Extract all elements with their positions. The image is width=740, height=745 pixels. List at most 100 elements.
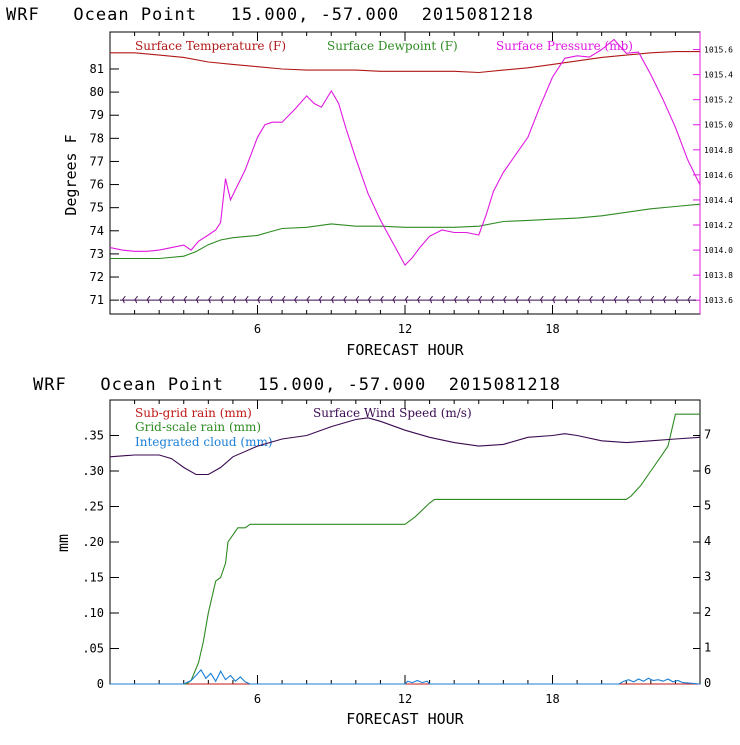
chart1-x-axis-label: FORECAST HOUR <box>346 341 464 359</box>
wind-barb-tail <box>184 299 187 304</box>
chart1-y-tick-label: 71 <box>90 293 104 307</box>
chart1-x-tick-label: 18 <box>545 322 559 336</box>
wind-barb <box>121 295 126 301</box>
chart1-y2-tick-label: 1013.6 <box>704 296 733 305</box>
wind-barb-tail <box>675 299 678 304</box>
wind-barb-tail <box>639 299 642 304</box>
chart1-y-tick-label: 80 <box>90 85 104 99</box>
wind-barb-tail <box>159 299 162 304</box>
chart1-y-tick-label: 75 <box>90 201 104 215</box>
wind-barb-tail <box>245 299 248 304</box>
chart1-y2-tick-label: 1013.8 <box>704 271 733 280</box>
wind-barb <box>638 295 642 301</box>
wind-barb-tail <box>491 299 494 304</box>
wind-barb-tail <box>393 299 396 304</box>
wind-barb-tail <box>577 299 580 304</box>
chart1-y-tick-label: 74 <box>90 224 104 238</box>
chart2-y-tick-label: .05 <box>82 642 104 656</box>
wind-barb <box>158 295 163 301</box>
wind-barb-tail <box>258 299 260 304</box>
wind-barb-tail <box>442 299 445 304</box>
chart2-y2-tick-label: 1 <box>704 641 711 655</box>
chart2-y2-tick-label: 5 <box>704 499 711 513</box>
wind-barb <box>539 295 544 301</box>
chart1-frame <box>109 31 701 315</box>
wind-barb <box>207 295 212 301</box>
wind-barb-tail <box>602 299 605 304</box>
wind-barb <box>416 295 421 301</box>
wind-barb <box>625 295 630 301</box>
chart2-y-tick-label: .30 <box>82 464 104 478</box>
wind-barb <box>613 295 618 301</box>
wind-barb-tail <box>282 299 285 304</box>
chart1-y2-tick-label: 1014.6 <box>704 171 733 180</box>
legend-surface-temperature: Surface Temperature (F) <box>135 39 286 53</box>
chart1-y2-tick-label: 1014.8 <box>704 146 733 155</box>
wind-barb <box>576 295 581 301</box>
wind-barb <box>355 295 360 301</box>
temperature-chart: WRF Ocean Point 15.000, -57.000 20150812… <box>6 5 733 359</box>
wind-barb-tail <box>319 299 322 304</box>
chart1-x-tick-label: 12 <box>398 322 412 336</box>
wind-barb-tail <box>553 299 555 304</box>
wind-barb-tail <box>147 299 150 304</box>
chart1-y2-tick-label: 1014.2 <box>704 221 733 230</box>
wind-barb <box>662 295 667 301</box>
wind-barb-tail <box>307 299 310 304</box>
wind-barb-tail <box>528 299 531 304</box>
wind-barb-tail <box>454 299 457 304</box>
chart2-title: WRF Ocean Point 15.000, -57.000 20150812… <box>33 375 561 395</box>
chart1-y2-tick-label: 1014.4 <box>704 196 733 205</box>
series-grid-scale-rain <box>110 413 700 685</box>
wind-barb <box>650 295 655 301</box>
wind-barb <box>527 295 532 301</box>
chart1-y-tick-label: 76 <box>90 178 104 192</box>
chart2-y2-tick-label: 2 <box>704 605 711 619</box>
wind-barb <box>490 295 495 301</box>
wind-barb <box>687 295 692 301</box>
chart1-y2-tick-label: 1015.4 <box>704 71 733 80</box>
wind-barb <box>392 295 397 301</box>
series-surface-pressure <box>109 38 701 267</box>
wind-barb-tail <box>380 299 383 304</box>
wind-barb-tail <box>208 299 211 304</box>
wind-barb-tail <box>626 299 629 304</box>
chart1-y-tick-label: 72 <box>90 270 104 284</box>
chart2-y2-tick-label: 0 <box>704 676 711 690</box>
chart2-y-axis-label: mm <box>54 534 72 552</box>
wind-barb-tail <box>368 299 371 304</box>
wind-barb <box>183 295 188 301</box>
wind-barb <box>502 295 507 301</box>
series-integrated-cloud <box>110 668 701 685</box>
chart2-y2-tick-label: 4 <box>704 534 711 548</box>
wind-barb <box>232 295 237 301</box>
series-surface-temperature <box>110 51 700 74</box>
wind-barb <box>293 295 298 301</box>
chart2-y-tick-label: .25 <box>82 500 104 514</box>
legend-integrated-cloud: Integrated cloud (mm) <box>135 435 273 449</box>
wind-barb-tail <box>221 299 224 304</box>
wind-barb-tail <box>405 299 408 304</box>
wind-barb <box>478 295 483 301</box>
wind-barb <box>429 295 433 301</box>
wind-barb-tail <box>565 299 568 304</box>
chart2-y2-tick-label: 3 <box>704 570 711 584</box>
chart1-y-tick-label: 79 <box>90 108 104 122</box>
chart2-y2-tick-label: 7 <box>704 428 711 442</box>
wind-barb <box>453 295 458 301</box>
wind-barb-tail <box>430 299 433 304</box>
wind-barb-tail <box>417 299 420 304</box>
wind-barb <box>380 295 384 301</box>
chart2-y2-tick-label: 6 <box>704 463 711 477</box>
wind-barb <box>195 295 200 301</box>
wind-barb <box>466 295 470 301</box>
wind-barb <box>404 295 409 301</box>
wind-barb <box>257 295 261 301</box>
wind-barb-tail <box>589 299 592 304</box>
wind-barb-tail <box>344 299 347 304</box>
chart1-y2-tick-label: 1015.6 <box>704 46 733 55</box>
chart1-y-tick-label: 81 <box>90 62 104 76</box>
wind-barb <box>675 295 679 301</box>
chart1-x-tick-label: 6 <box>254 322 261 336</box>
legend-surface-wind-speed: Surface Wind Speed (m/s) <box>313 406 472 420</box>
